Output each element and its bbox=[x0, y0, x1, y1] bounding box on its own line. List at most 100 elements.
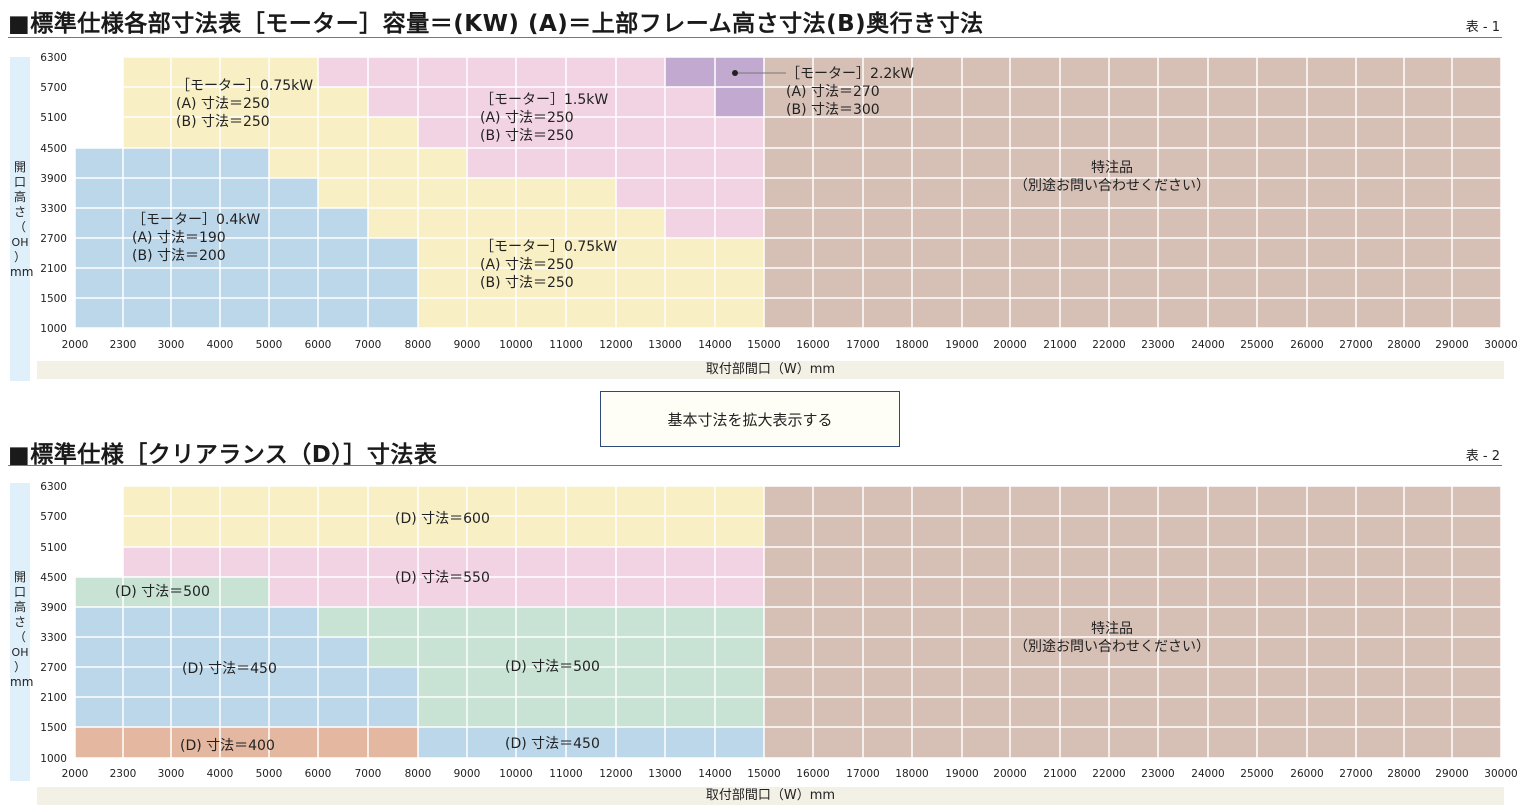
x-tick-label: 16000 bbox=[796, 339, 829, 351]
chart-cell bbox=[962, 516, 1010, 547]
chart-cell bbox=[1452, 238, 1501, 268]
chart-cell bbox=[1452, 298, 1501, 328]
x-tick-label: 27000 bbox=[1339, 339, 1372, 351]
chart-cell bbox=[1404, 547, 1452, 577]
zoom-basic-dimensions-button[interactable]: 基本寸法を拡大表示する bbox=[600, 391, 900, 447]
chart-cell bbox=[1060, 238, 1109, 268]
chart-cell bbox=[418, 117, 467, 148]
chart-cell bbox=[1257, 727, 1307, 758]
chart-cell bbox=[1109, 238, 1158, 268]
chart-cell bbox=[764, 178, 813, 208]
chart-cell bbox=[1109, 637, 1158, 667]
chart-cell bbox=[1010, 577, 1060, 607]
chart-cell bbox=[665, 178, 715, 208]
chart-cell bbox=[1109, 298, 1158, 328]
chart-cell bbox=[665, 57, 715, 87]
chart-cell bbox=[616, 208, 665, 238]
chart-cell bbox=[616, 117, 665, 148]
chart-cell bbox=[715, 87, 764, 117]
x-tick-label: 7000 bbox=[355, 768, 382, 780]
chart-cell bbox=[1010, 238, 1060, 268]
chart-cell bbox=[171, 727, 220, 758]
chart-cell bbox=[269, 667, 318, 697]
chart-cell bbox=[912, 607, 962, 637]
chart-cell bbox=[123, 57, 171, 87]
chart-cell bbox=[1060, 637, 1109, 667]
chart-cell bbox=[1404, 238, 1452, 268]
chart-cell bbox=[269, 298, 318, 328]
y-axis-label-char: さ bbox=[13, 205, 26, 219]
chart-cell bbox=[863, 667, 912, 697]
x-tick-label: 4000 bbox=[207, 339, 234, 351]
chart-cell bbox=[1307, 547, 1356, 577]
chart-cell bbox=[1109, 607, 1158, 637]
chart-cell bbox=[1452, 577, 1501, 607]
chart-cell bbox=[318, 178, 368, 208]
x-tick-label: 11000 bbox=[549, 339, 582, 351]
chart-cell bbox=[1158, 727, 1208, 758]
chart-cell bbox=[1356, 238, 1404, 268]
x-tick-label: 2300 bbox=[110, 339, 137, 351]
chart-cell bbox=[123, 697, 171, 727]
chart-cell bbox=[171, 667, 220, 697]
chart-cell bbox=[318, 637, 368, 667]
chart-cell bbox=[368, 238, 418, 268]
chart-cell bbox=[1452, 148, 1501, 178]
chart-cell bbox=[318, 667, 368, 697]
chart-cell bbox=[1060, 57, 1109, 87]
chart-cell bbox=[1060, 607, 1109, 637]
x-tick-label: 8000 bbox=[405, 768, 432, 780]
chart-cell bbox=[616, 298, 665, 328]
chart-cell bbox=[1452, 178, 1501, 208]
y-axis-label-char: 高 bbox=[13, 190, 26, 204]
chart-cell bbox=[764, 607, 813, 637]
chart-cell bbox=[269, 57, 318, 87]
chart-cell bbox=[1158, 667, 1208, 697]
x-tick-label: 9000 bbox=[454, 768, 481, 780]
table1-y-axis-band bbox=[10, 57, 30, 381]
chart-cell bbox=[418, 727, 467, 758]
chart-cell bbox=[566, 87, 616, 117]
leader-dot bbox=[732, 70, 738, 76]
chart-cell bbox=[1404, 57, 1452, 87]
chart-cell bbox=[962, 697, 1010, 727]
chart-cell bbox=[863, 637, 912, 667]
y-axis-label-char: 高 bbox=[13, 600, 26, 614]
chart-cell bbox=[1158, 607, 1208, 637]
region-label: ［モーター］1.5kW bbox=[480, 92, 608, 108]
chart-cell bbox=[220, 238, 269, 268]
chart-cell bbox=[1010, 57, 1060, 87]
chart-cell bbox=[1158, 298, 1208, 328]
chart-cell bbox=[418, 208, 467, 238]
y-axis-label-char: （ bbox=[13, 220, 26, 234]
chart-cell bbox=[665, 117, 715, 148]
chart-cell bbox=[1257, 208, 1307, 238]
chart-cell bbox=[863, 727, 912, 758]
chart-cell bbox=[1060, 268, 1109, 298]
chart-cell bbox=[1307, 87, 1356, 117]
chart-cell bbox=[764, 727, 813, 758]
chart-cell bbox=[516, 57, 566, 87]
chart-cell bbox=[123, 238, 171, 268]
chart-cell bbox=[1109, 667, 1158, 697]
chart-cell bbox=[1404, 117, 1452, 148]
x-tick-label: 26000 bbox=[1290, 768, 1323, 780]
chart-cell bbox=[1010, 607, 1060, 637]
chart-cell bbox=[220, 697, 269, 727]
chart-cell bbox=[566, 57, 616, 87]
x-tick-label: 16000 bbox=[796, 768, 829, 780]
x-tick-label: 4000 bbox=[207, 768, 234, 780]
x-tick-label: 30000 bbox=[1484, 339, 1517, 351]
y-axis-label-char: OH bbox=[11, 236, 29, 249]
table2-title-rule bbox=[8, 465, 1502, 466]
chart-cell bbox=[616, 516, 665, 547]
chart-cell bbox=[368, 298, 418, 328]
chart-cell bbox=[813, 486, 863, 516]
chart-cell bbox=[1208, 57, 1257, 87]
chart-cell bbox=[1158, 547, 1208, 577]
chart-cell bbox=[1257, 117, 1307, 148]
chart-cell bbox=[962, 57, 1010, 87]
chart-cell bbox=[318, 87, 368, 117]
chart-cell bbox=[813, 117, 863, 148]
chart-cell bbox=[715, 208, 764, 238]
